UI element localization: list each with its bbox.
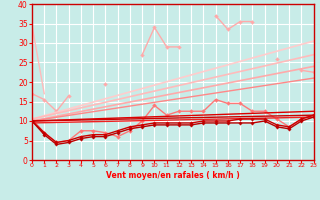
X-axis label: Vent moyen/en rafales ( km/h ): Vent moyen/en rafales ( km/h ) (106, 171, 240, 180)
